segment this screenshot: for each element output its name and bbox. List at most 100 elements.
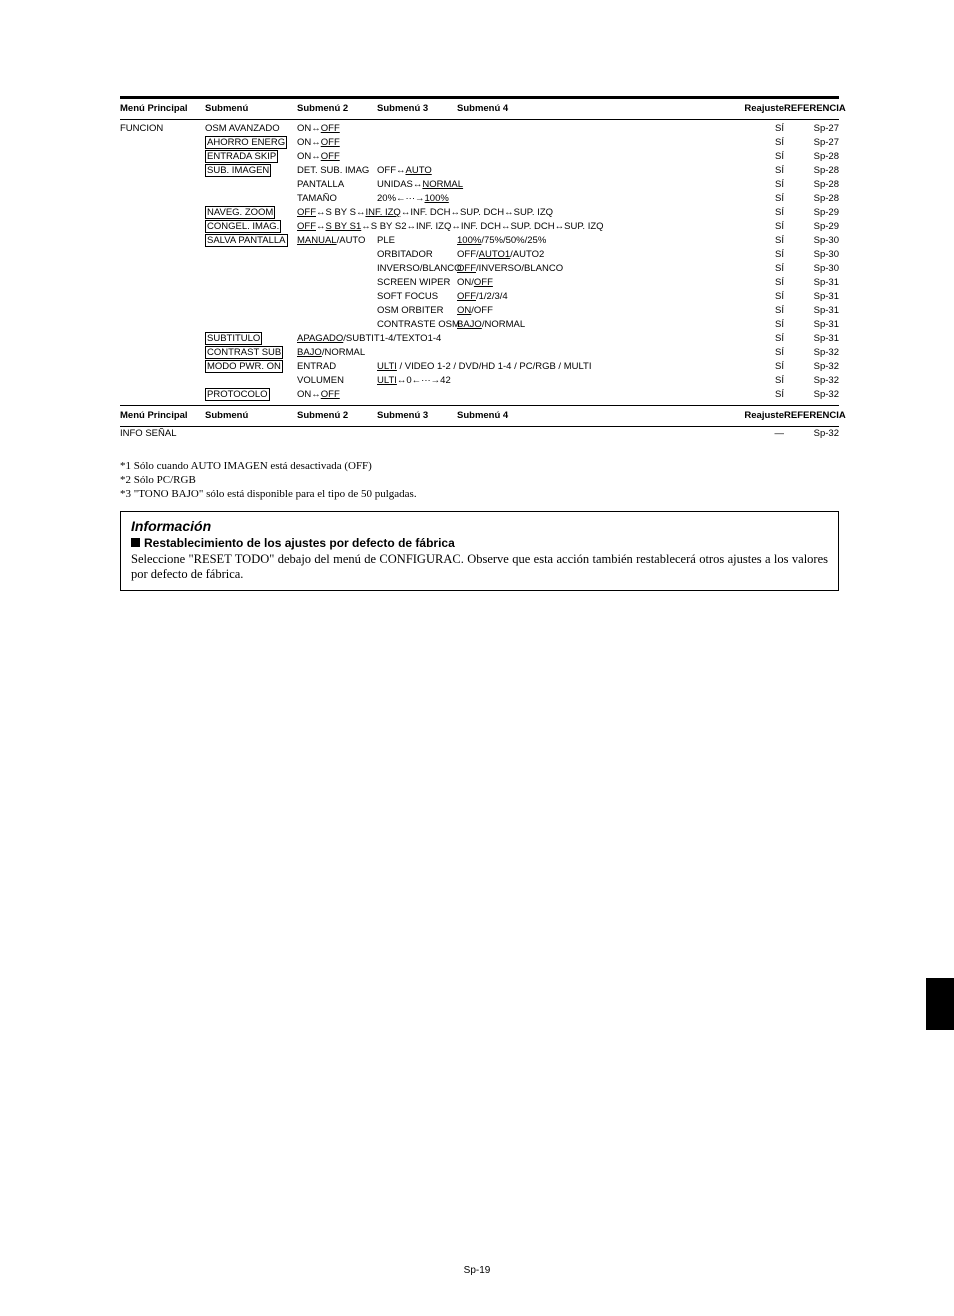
table-row: PANTALLAUNIDAS↔NORMALSÍSp-28: [120, 178, 839, 192]
header-sub4-b: Submenú 4: [457, 406, 714, 426]
cell-sub4: [457, 150, 714, 164]
cell-submenu: [205, 262, 297, 276]
table-row: SALVA PANTALLAMANUAL/AUTOPLE100%/75%/50%…: [120, 234, 839, 248]
cell-submenu: [205, 178, 297, 192]
header-sub4: Submenú 4: [457, 99, 714, 120]
table-row: CONGEL. IMAG.OFF↔S BY S1↔S BY S2↔INF. IZ…: [120, 220, 839, 234]
cell-ref: Sp-30: [784, 234, 839, 248]
cell-main: [120, 150, 205, 164]
cell-submenu: CONTRAST SUB: [205, 346, 297, 360]
cell-submenu: ENTRADA SKIP: [205, 150, 297, 164]
cell-sub2: TAMAÑO: [297, 192, 377, 206]
table-row: INVERSO/BLANCOOFF/INVERSO/BLANCOSÍSp-30: [120, 262, 839, 276]
cell-reset: SÍ: [714, 262, 784, 276]
cell-main: [120, 360, 205, 374]
info-body: Seleccione "RESET TODO" debajo del menú …: [131, 552, 828, 582]
page-content: Menú Principal Submenú Submenú 2 Submenú…: [0, 0, 954, 591]
cell-sub2: VOLUMEN: [297, 374, 377, 388]
cell-sub2: [297, 248, 377, 262]
table-row: AHORRO ENERGON↔OFFSÍSp-27: [120, 136, 839, 150]
cell-main: FUNCION: [120, 122, 205, 136]
cell-reset: SÍ: [714, 374, 784, 388]
cell-submenu: [205, 304, 297, 318]
cell-sub2: ON↔OFF: [297, 388, 377, 402]
square-bullet-icon: [131, 538, 140, 547]
cell-submenu: [205, 290, 297, 304]
cell-submenu: NAVEG. ZOOM: [205, 206, 297, 220]
table-row: VOLUMENULTI↔0←···→42SÍSp-32: [120, 374, 839, 388]
cell-submenu: [205, 248, 297, 262]
cell-submenu: [205, 374, 297, 388]
cell-sub3: [377, 150, 457, 164]
cell-sub2: [297, 304, 377, 318]
header-sub2: Submenú 2: [297, 99, 377, 120]
table-row: SOFT FOCUSOFF/1/2/3/4SÍSp-31: [120, 290, 839, 304]
cell-submenu: [205, 276, 297, 290]
cell-main: [120, 332, 205, 346]
cell-sub3: [377, 136, 457, 150]
cell-sub4: OFF/INVERSO/BLANCO: [457, 262, 714, 276]
cell-sub4: 100%/75%/50%/25%: [457, 234, 714, 248]
table-row: SUB. IMAGENDET. SUB. IMAGOFF↔AUTOSÍSp-28: [120, 164, 839, 178]
cell-main: [120, 304, 205, 318]
cell-main: [120, 192, 205, 206]
cell-submenu: SUBTITULO: [205, 332, 297, 346]
cell-reset: SÍ: [714, 318, 784, 332]
cell-sub3: CONTRASTE OSM: [377, 318, 457, 332]
table-row: SUBTITULOAPAGADO/SUBTIT1-4/TEXTO1-4SÍSp-…: [120, 332, 839, 346]
cell-main: [120, 248, 205, 262]
cell-ref: Sp-28: [784, 164, 839, 178]
info-senal-row: INFO SEÑAL — Sp-32: [120, 427, 839, 441]
table-row: CONTRASTE OSMBAJO/NORMALSÍSp-31: [120, 318, 839, 332]
cell-sub4: [457, 178, 714, 192]
cell-submenu: [205, 192, 297, 206]
cell-submenu: AHORRO ENERG: [205, 136, 297, 150]
cell-reset: SÍ: [714, 346, 784, 360]
cell-main: [120, 290, 205, 304]
cell-reset: SÍ: [714, 332, 784, 346]
cell-ref: Sp-29: [784, 220, 839, 234]
header-sub-b: Submenú: [205, 406, 297, 426]
cell-reset: SÍ: [714, 304, 784, 318]
cell-main: [120, 346, 205, 360]
cell-submenu: CONGEL. IMAG.: [205, 220, 297, 234]
cell-reset: SÍ: [714, 150, 784, 164]
cell-submenu: PROTOCOLO: [205, 388, 297, 402]
cell-sub3: [377, 346, 457, 360]
cell-sub2: [297, 318, 377, 332]
cell-sub2: MANUAL/AUTO: [297, 234, 377, 248]
cell-reset: SÍ: [714, 122, 784, 136]
cell-sub2: DET. SUB. IMAG: [297, 164, 377, 178]
cell-ref: Sp-31: [784, 318, 839, 332]
cell-reset: SÍ: [714, 164, 784, 178]
cell-main: [120, 388, 205, 402]
cell-submenu: [205, 318, 297, 332]
cell-sub4: [457, 136, 714, 150]
cell-sub2: PANTALLA: [297, 178, 377, 192]
cell-ref: Sp-32: [784, 388, 839, 402]
cell-sub2: ON↔OFF: [297, 136, 377, 150]
info-subheading-text: Restablecimiento de los ajustes por defe…: [144, 536, 455, 550]
cell-sub3: OFF↔AUTO: [377, 164, 457, 178]
cell-reset: SÍ: [714, 206, 784, 220]
table-row: PROTOCOLOON↔OFFSÍSp-32: [120, 388, 839, 402]
header-sub3-b: Submenú 3: [377, 406, 457, 426]
cell-sub3: 20%←···→100%: [377, 192, 457, 206]
cell-ref: Sp-27: [784, 122, 839, 136]
cell-sub4: BAJO/NORMAL: [457, 318, 714, 332]
cell-ref: Sp-31: [784, 332, 839, 346]
cell-sub4: [457, 332, 714, 346]
header-main-2: Menú Principal: [120, 406, 205, 426]
info-senal-reset: —: [714, 427, 784, 441]
cell-main: [120, 262, 205, 276]
cell-sub3: SOFT FOCUS: [377, 290, 457, 304]
cell-sub4: [457, 388, 714, 402]
cell-sub4: [457, 192, 714, 206]
cell-reset: SÍ: [714, 136, 784, 150]
cell-sub3: UNIDAS↔NORMAL: [377, 178, 457, 192]
cell-sub4: OFF/AUTO1/AUTO2: [457, 248, 714, 262]
cell-main: [120, 318, 205, 332]
cell-ref: Sp-32: [784, 360, 839, 374]
table-header-row-2: Menú Principal Submenú Submenú 2 Submenú…: [120, 406, 839, 426]
cell-sub4: OFF/1/2/3/4: [457, 290, 714, 304]
